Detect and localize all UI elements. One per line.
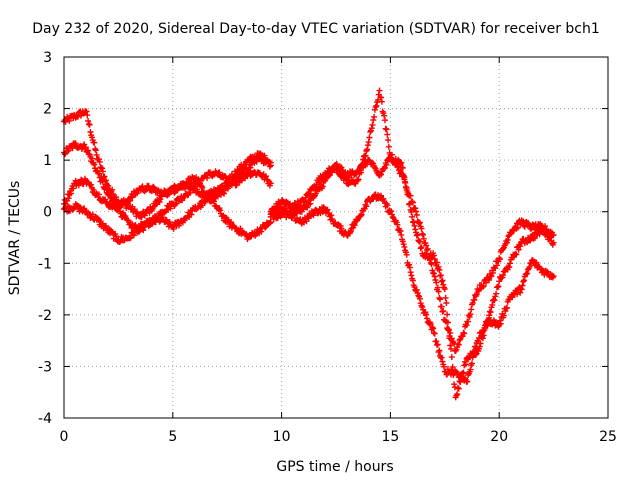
axis-ticks: 0 5 10 15 20 25 -4 -3 -2 -1 0 1 2 3 [38,50,617,445]
series-track-7 [267,191,557,385]
plot-frame [63,56,609,419]
y-tick-label: -4 [38,411,52,427]
x-axis-label: GPS time / hours [276,459,393,475]
y-tick-label: 1 [43,153,52,169]
track-markers [61,173,273,243]
x-tick-label: 15 [381,429,399,445]
y-axis-label: SDTVAR / TECUs [7,181,23,296]
track-markers [61,168,273,245]
track-markers [61,140,273,235]
y-tick-label: 0 [43,205,52,221]
track-markers [268,191,556,385]
y-tick-label: 3 [43,50,52,66]
x-tick-label: 20 [490,429,508,445]
y-tick-label: -1 [38,256,52,272]
y-tick-label: 2 [43,102,52,118]
plot-area [61,87,557,401]
x-tick-label: 25 [599,429,617,445]
y-tick-label: -3 [38,359,52,375]
x-tick-label: 10 [273,429,291,445]
grid [64,57,608,418]
y-tick-label: -2 [38,308,52,324]
x-tick-label: 0 [60,429,69,445]
x-tick-label: 5 [168,429,177,445]
chart-title: Day 232 of 2020, Sidereal Day-to-day VTE… [32,21,600,37]
